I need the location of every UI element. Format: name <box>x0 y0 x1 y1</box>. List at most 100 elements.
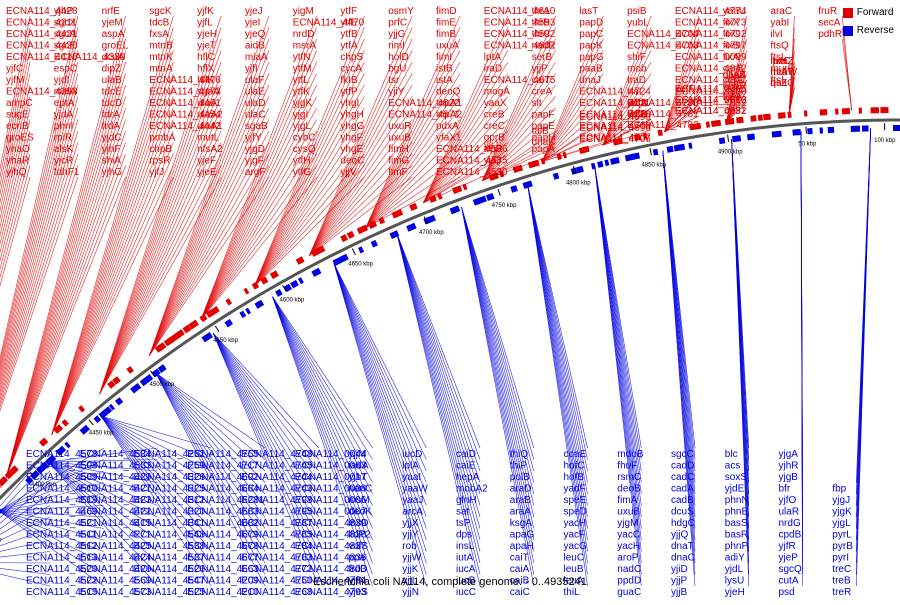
forward-gene-label: tdcB <box>149 18 169 29</box>
forward-gene-label: mtnB <box>149 41 173 52</box>
reverse-gene-label: soxS <box>725 472 748 483</box>
forward-gene-label: yjfJ <box>149 167 164 178</box>
reverse-gene-label: uxuB <box>617 507 640 518</box>
forward-gene-label: ampC <box>6 98 33 109</box>
reverse-gene-label: yaaW <box>402 484 428 495</box>
reverse-gene-label: pyrB <box>832 541 853 552</box>
reverse-gene-feature <box>245 308 251 315</box>
forward-gene-label: yjfY <box>245 133 262 144</box>
forward-gene-label: yaaU <box>723 6 746 17</box>
forward-gene-label: yjdC <box>102 133 122 144</box>
forward-gene-label: ytfA <box>340 41 358 52</box>
reverse-gene-label: cadA <box>671 484 694 495</box>
reverse-gene-label: araD <box>510 484 532 495</box>
reverse-gene-label: basR <box>725 530 748 541</box>
forward-gene-label: yjgK <box>293 98 313 109</box>
label-leader-line <box>462 207 534 482</box>
forward-gene-label: sgaB <box>245 121 268 132</box>
reverse-gene-feature <box>64 442 70 449</box>
forward-gene-label: uxuA <box>436 41 459 52</box>
forward-gene-label: yjfL <box>197 18 213 29</box>
reverse-gene-label: dnaC <box>671 553 695 564</box>
forward-gene-feature <box>750 115 756 122</box>
forward-gene-label: yjgI <box>293 110 309 121</box>
reverse-gene-label: hofB <box>564 472 585 483</box>
label-leader-line <box>595 166 642 448</box>
forward-gene-label: ulaF <box>245 75 264 86</box>
reverse-gene-feature <box>591 163 596 170</box>
reverse-gene-label: yacF <box>564 530 586 541</box>
reverse-gene-label: yjgA <box>779 449 799 460</box>
reverse-gene-feature <box>896 125 900 131</box>
reverse-gene-label: nadC <box>617 564 641 575</box>
forward-gene-label: yjfC <box>6 64 23 75</box>
reverse-gene-label: yjfO <box>779 495 797 506</box>
reverse-gene-label: tsP <box>456 518 471 529</box>
forward-gene-label: ftsQ <box>770 41 789 52</box>
reverse-gene-label: mobA2 <box>456 484 488 495</box>
reverse-gene-feature <box>630 152 640 160</box>
reverse-gene-label: nrdG <box>779 518 801 529</box>
forward-gene-feature <box>225 298 232 305</box>
reverse-gene-feature <box>747 133 755 140</box>
forward-gene-label: yjgL <box>293 121 312 132</box>
label-leader-line <box>842 39 852 111</box>
label-leader-line <box>856 128 870 482</box>
reverse-gene-label: dps <box>456 530 472 541</box>
reverse-gene-label: apaG <box>510 530 535 541</box>
reverse-gene-feature <box>284 284 293 292</box>
reverse-gene-label: ksgA <box>510 518 533 529</box>
forward-gene-label: chpB <box>149 144 172 155</box>
forward-gene-label: psiB <box>627 6 647 17</box>
forward-gene-label: ECNA114_4782 <box>627 120 699 131</box>
forward-gene-feature <box>126 366 134 374</box>
reverse-gene-label: lldP2 <box>349 530 372 541</box>
forward-gene-label: nrdD <box>293 29 315 40</box>
legend-reverse: Reverse <box>843 24 894 38</box>
reverse-gene-feature <box>275 289 283 297</box>
forward-gene-feature <box>725 118 735 125</box>
forward-gene-label: papK <box>579 41 603 52</box>
forward-gene-label: yabI <box>770 18 789 29</box>
reverse-gene-label: yacC <box>617 530 640 541</box>
reverse-gene-label: yjhR <box>779 461 799 472</box>
reverse-gene-label: iucC <box>456 587 476 598</box>
reverse-gene-label: yjiD <box>671 564 688 575</box>
forward-gene-label: yaaX <box>484 98 507 109</box>
forward-gene-feature <box>199 314 207 322</box>
position-tick <box>806 127 807 134</box>
forward-gene-label: rpsR <box>149 156 170 167</box>
forward-gene-label: yhgI <box>340 98 359 109</box>
map-caption: Escherichia coli NA114, complete genome.… <box>0 576 900 588</box>
reverse-gene-label: speE <box>564 495 587 506</box>
label-leader-line <box>52 166 174 435</box>
forward-gene-feature <box>820 109 828 115</box>
forward-gene-label: prfC <box>388 18 407 29</box>
forward-gene-label: frdA <box>102 121 121 132</box>
label-leader-line <box>52 143 174 435</box>
reverse-gene-feature <box>732 135 741 142</box>
reverse-gene-label: pyrI <box>832 553 849 564</box>
forward-gene-label: traI <box>627 87 641 98</box>
reverse-gene-label: cadC <box>671 472 694 483</box>
forward-gene-label: shiA <box>102 156 122 167</box>
reverse-gene-label: coaE <box>564 449 587 460</box>
forward-gene-feature <box>804 110 808 116</box>
forward-gene-label: deoQ <box>436 87 461 98</box>
forward-gene-label: yjeH <box>197 29 217 40</box>
forward-gene-feature <box>787 112 791 118</box>
reverse-gene-feature <box>358 246 364 253</box>
legend-forward: Forward <box>843 6 894 20</box>
reverse-gene-label: hofC <box>564 461 585 472</box>
position-tick-label: 4800 kbp <box>566 181 591 187</box>
forward-gene-label: ytfP <box>340 87 358 98</box>
reverse-gene-feature <box>486 193 495 201</box>
reverse-gene-label: guaC <box>617 587 641 598</box>
reverse-gene-label: deoB <box>617 484 641 495</box>
forward-gene-label: paaB <box>579 64 603 75</box>
reverse-gene-feature <box>820 127 824 133</box>
forward-gene-label: dnaJ <box>579 75 601 86</box>
reverse-gene-feature <box>115 397 123 405</box>
forward-gene-label: groES <box>6 133 34 144</box>
forward-gene-feature <box>243 288 249 295</box>
